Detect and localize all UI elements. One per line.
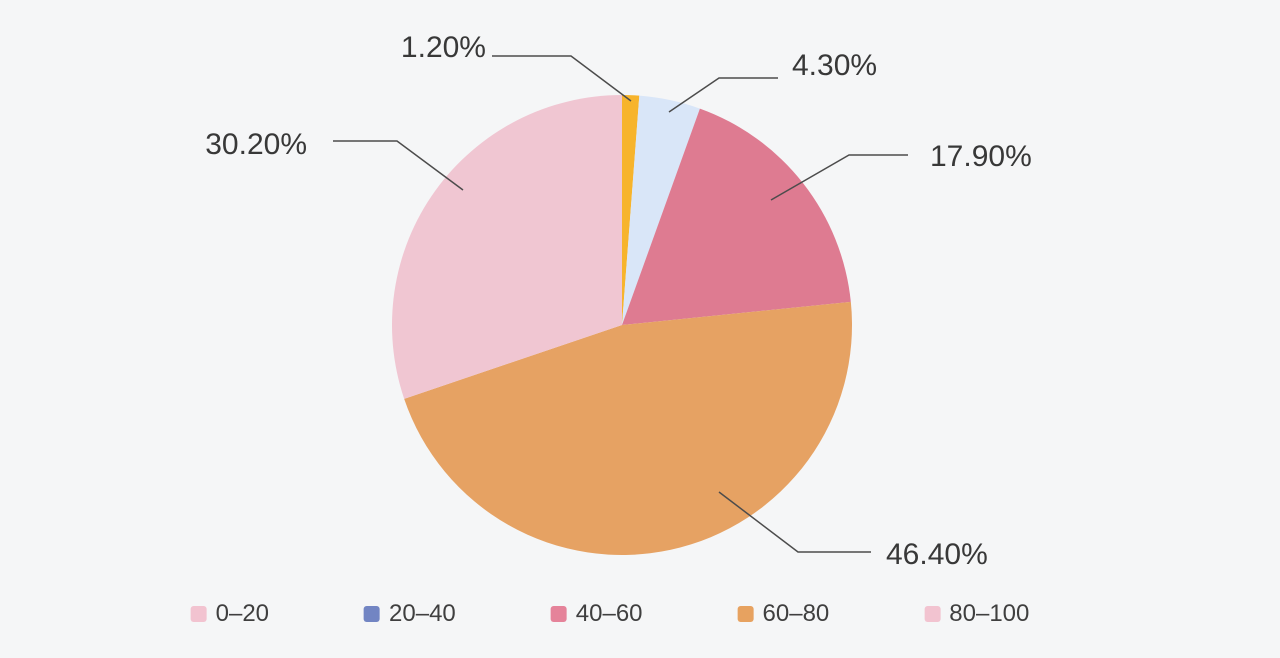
pie-slice-0[interactable] bbox=[622, 95, 640, 325]
leader-line-1 bbox=[668, 77, 778, 113]
legend-item-2[interactable]: 40–60 bbox=[550, 600, 643, 628]
slice-label-0: 1.20% bbox=[401, 31, 486, 64]
pie-slice-3[interactable] bbox=[404, 301, 853, 555]
slice-labels: 1.20% 4.30% 17.90% 46.40% 30.20% bbox=[205, 31, 1032, 571]
legend-item-3[interactable]: 60–80 bbox=[737, 600, 830, 628]
leader-line-4 bbox=[333, 140, 464, 191]
legend-label: 40–60 bbox=[575, 600, 643, 627]
legend-item-1[interactable]: 20–40 bbox=[364, 600, 456, 628]
pie-slices bbox=[392, 95, 853, 555]
slice-label-1: 4.30% bbox=[792, 49, 877, 82]
legend-swatch-icon bbox=[550, 606, 567, 622]
legend-swatch-icon bbox=[190, 606, 207, 622]
leader-line-3 bbox=[718, 491, 871, 553]
legend-label: 80–100 bbox=[949, 600, 1030, 627]
slice-label-4: 30.20% bbox=[205, 128, 307, 161]
pie-slice-4[interactable] bbox=[392, 95, 622, 399]
pie-slice-2[interactable] bbox=[622, 108, 851, 325]
leader-line-2 bbox=[770, 154, 908, 201]
legend-label: 20–40 bbox=[389, 600, 456, 627]
slice-label-3: 46.40% bbox=[886, 538, 988, 571]
legend-swatch-icon bbox=[364, 606, 381, 622]
leader-line-0 bbox=[492, 55, 632, 102]
label-lines bbox=[333, 55, 908, 553]
slice-label-2: 17.90% bbox=[930, 140, 1032, 173]
legend-item-0[interactable]: 0–20 bbox=[190, 600, 270, 628]
pie-slice-1[interactable] bbox=[622, 95, 700, 326]
legend-swatch-icon bbox=[924, 606, 941, 622]
legend-label: 0–20 bbox=[215, 600, 270, 627]
legend: 0–20 20–40 40–60 60–80 80–100 bbox=[190, 600, 1029, 628]
legend-swatch-icon bbox=[737, 606, 754, 622]
legend-label: 60–80 bbox=[762, 600, 830, 627]
legend-item-4[interactable]: 80–100 bbox=[924, 600, 1029, 628]
